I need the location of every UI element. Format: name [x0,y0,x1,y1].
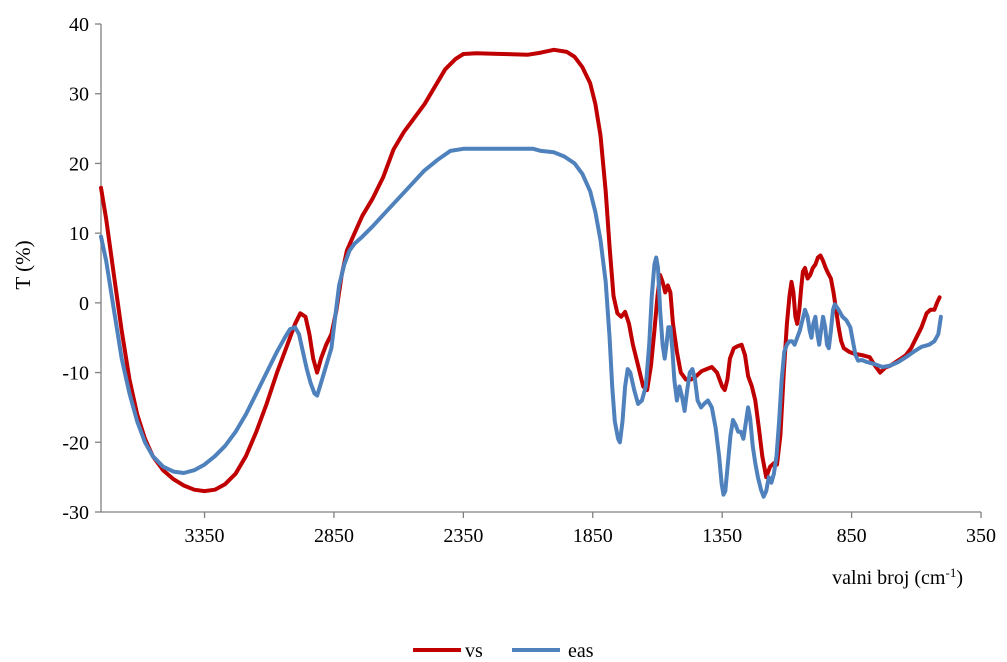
x-tick-label: 3350 [185,525,225,547]
y-tick-label: -20 [62,432,89,454]
y-ticks: -30 -20 -10 0 10 20 30 40 [62,14,101,524]
y-tick-label: 20 [69,153,89,175]
x-ticks: 3350 2850 2350 1850 1350 850 350 [185,512,996,547]
legend-label-vs: vs [465,640,483,662]
axes [100,24,981,513]
y-axis-label: T (%) [11,240,35,289]
series-line-eas [99,146,943,499]
x-tick-label: 1850 [573,525,613,547]
y-tick-label: 10 [69,223,89,245]
legend-label-eas: eas [568,640,594,662]
y-tick-label: 30 [69,84,89,106]
y-tick-label: -10 [62,363,89,385]
x-tick-label: 850 [837,525,867,547]
x-tick-label: 1350 [702,525,742,547]
legend: vs eas [413,640,594,662]
y-tick-label: 40 [69,14,89,36]
x-tick-label: 2850 [314,525,354,547]
y-tick-label: 0 [79,293,89,315]
x-tick-label: 2350 [443,525,483,547]
x-axis-label: valni broj (cm-1) [832,565,963,589]
series-lines [99,47,943,499]
x-tick-label: 350 [966,525,996,547]
series-line-vs [99,47,942,494]
y-tick-label: -30 [62,502,89,524]
